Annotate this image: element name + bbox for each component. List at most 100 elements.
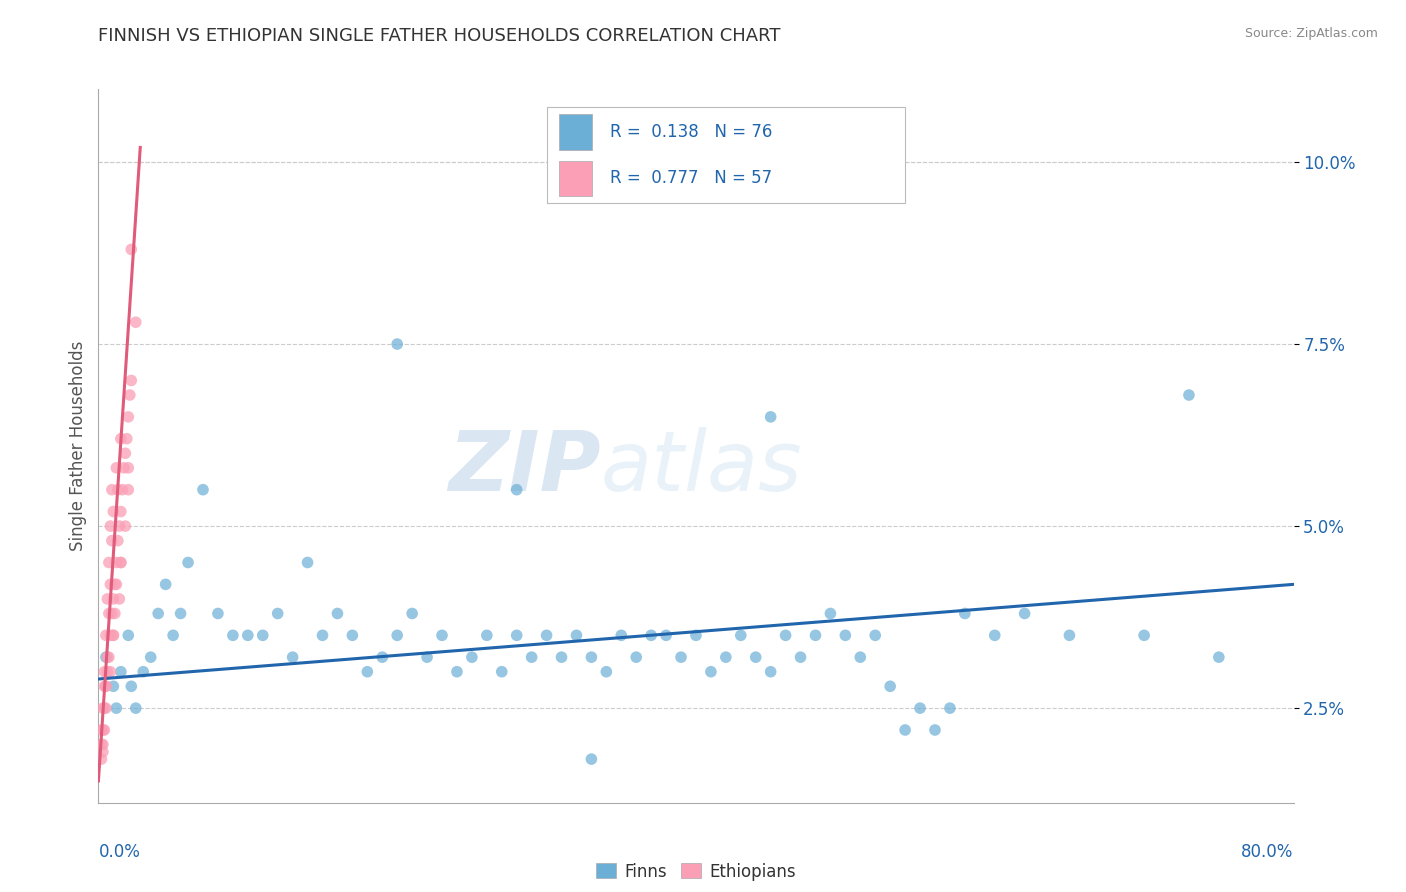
Bar bbox=[547, 107, 905, 203]
Point bbox=[281, 650, 304, 665]
Point bbox=[125, 701, 148, 715]
Point bbox=[581, 650, 603, 665]
Text: atlas: atlas bbox=[600, 427, 801, 508]
Point bbox=[103, 504, 125, 518]
Point bbox=[114, 519, 136, 533]
Point bbox=[90, 738, 112, 752]
Point bbox=[789, 650, 811, 665]
Point bbox=[775, 628, 797, 642]
Point bbox=[139, 650, 162, 665]
Point bbox=[401, 607, 423, 621]
Point bbox=[117, 483, 139, 497]
Point bbox=[730, 628, 752, 642]
Point bbox=[155, 577, 177, 591]
Point bbox=[98, 665, 122, 679]
Point bbox=[103, 628, 125, 642]
Point bbox=[104, 577, 127, 591]
Point bbox=[94, 701, 117, 715]
Point bbox=[565, 628, 588, 642]
Point bbox=[110, 556, 132, 570]
Point bbox=[655, 628, 678, 642]
Point bbox=[90, 723, 112, 737]
Point bbox=[105, 460, 128, 475]
Point bbox=[162, 628, 184, 642]
Point bbox=[446, 665, 468, 679]
Point bbox=[112, 460, 135, 475]
Point bbox=[834, 628, 856, 642]
Point bbox=[120, 243, 142, 257]
Point bbox=[894, 723, 917, 737]
Point bbox=[1133, 628, 1156, 642]
Point bbox=[640, 628, 662, 642]
Point bbox=[700, 665, 723, 679]
Point bbox=[222, 628, 245, 642]
Point bbox=[94, 679, 117, 693]
Point bbox=[104, 607, 127, 621]
Point bbox=[461, 650, 484, 665]
Point bbox=[385, 337, 409, 351]
Point bbox=[820, 607, 842, 621]
Point bbox=[207, 607, 229, 621]
Point bbox=[385, 628, 409, 642]
Point bbox=[430, 628, 453, 642]
Point bbox=[475, 628, 498, 642]
Point bbox=[107, 533, 129, 548]
Point bbox=[114, 446, 136, 460]
Point bbox=[101, 533, 124, 548]
Point bbox=[98, 577, 122, 591]
Text: 80.0%: 80.0% bbox=[1241, 843, 1294, 861]
Point bbox=[610, 628, 633, 642]
Point bbox=[849, 650, 872, 665]
Point bbox=[117, 460, 139, 475]
Point bbox=[101, 607, 124, 621]
Point bbox=[1178, 388, 1201, 402]
Point bbox=[506, 483, 529, 497]
Point bbox=[115, 432, 138, 446]
Bar bbox=[558, 161, 592, 196]
Point bbox=[125, 315, 148, 329]
Text: R =  0.138   N = 76: R = 0.138 N = 76 bbox=[610, 123, 772, 141]
Bar bbox=[558, 114, 592, 150]
Text: 0.0%: 0.0% bbox=[98, 843, 141, 861]
Point bbox=[111, 483, 134, 497]
Point bbox=[97, 607, 120, 621]
Text: FINNISH VS ETHIOPIAN SINGLE FATHER HOUSEHOLDS CORRELATION CHART: FINNISH VS ETHIOPIAN SINGLE FATHER HOUSE… bbox=[98, 27, 780, 45]
Point bbox=[177, 556, 200, 570]
Point bbox=[117, 409, 139, 424]
Text: R =  0.777   N = 57: R = 0.777 N = 57 bbox=[610, 169, 772, 187]
Point bbox=[110, 556, 132, 570]
Point bbox=[191, 483, 214, 497]
Point bbox=[120, 374, 142, 388]
Point bbox=[108, 519, 131, 533]
Point bbox=[91, 723, 114, 737]
Point bbox=[101, 483, 124, 497]
Point bbox=[759, 409, 782, 424]
Point bbox=[93, 679, 115, 693]
Point bbox=[107, 483, 129, 497]
Point bbox=[879, 679, 901, 693]
Point bbox=[93, 665, 115, 679]
Point bbox=[506, 628, 529, 642]
Point bbox=[148, 607, 170, 621]
Point bbox=[297, 556, 319, 570]
Point bbox=[491, 665, 513, 679]
Text: Source: ZipAtlas.com: Source: ZipAtlas.com bbox=[1244, 27, 1378, 40]
Point bbox=[1014, 607, 1036, 621]
Point bbox=[863, 628, 886, 642]
Point bbox=[550, 650, 572, 665]
Point bbox=[91, 738, 114, 752]
Point bbox=[132, 665, 155, 679]
Point bbox=[94, 679, 117, 693]
Point bbox=[97, 650, 120, 665]
Point bbox=[581, 752, 603, 766]
Point bbox=[98, 628, 122, 642]
Point bbox=[96, 591, 118, 606]
Point bbox=[1059, 628, 1081, 642]
Point bbox=[117, 628, 139, 642]
Point bbox=[356, 665, 378, 679]
Point bbox=[252, 628, 274, 642]
Point bbox=[97, 556, 120, 570]
Point bbox=[416, 650, 439, 665]
Point bbox=[108, 591, 131, 606]
Point bbox=[759, 665, 782, 679]
